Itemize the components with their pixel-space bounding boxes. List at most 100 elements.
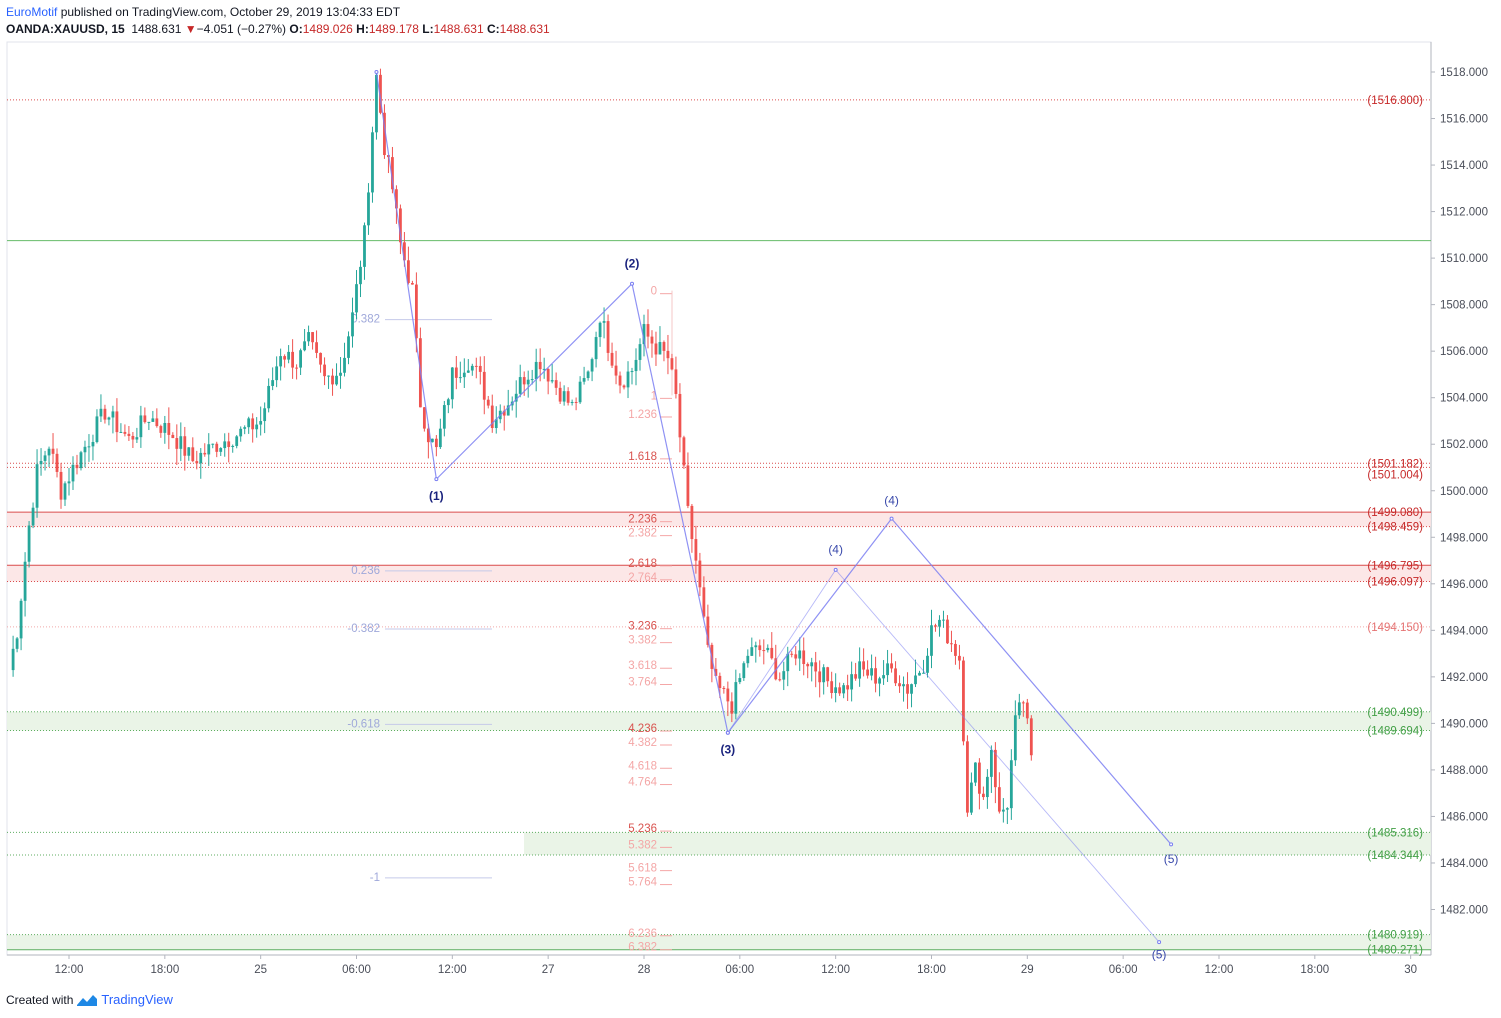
candle-body [291, 351, 295, 368]
candle-body [135, 437, 139, 440]
candle-body [407, 260, 410, 284]
candle-body [259, 421, 263, 425]
candle-body [974, 762, 977, 783]
candle-body [235, 436, 239, 446]
fib-extension-label: 1.618 [628, 451, 657, 463]
level-label: (1480.919) [1367, 930, 1423, 942]
candle-body [1021, 702, 1025, 704]
candle-body [926, 655, 929, 673]
candle-body [606, 321, 610, 353]
candle-body [634, 359, 638, 372]
fib-extension-label: 5.764 [628, 877, 657, 889]
fib-extension-label: 0 [651, 286, 657, 298]
candle-body [842, 685, 846, 694]
wave-label: (1) [429, 489, 444, 503]
fib-extension-label: 4.764 [628, 777, 657, 789]
candle-body [430, 438, 434, 443]
level-label: (1496.097) [1367, 577, 1423, 589]
candle-body [438, 428, 442, 448]
fib-extension-label: 5.236 [628, 823, 657, 835]
candle-body [898, 683, 901, 687]
candle-body [594, 337, 598, 360]
candle-body [371, 132, 374, 193]
candle-body [586, 371, 590, 379]
candle-body [918, 672, 921, 676]
candle-body [806, 664, 810, 667]
candle-body [299, 350, 302, 368]
price-tick-label: 1512.000 [1440, 207, 1488, 219]
candle-body [231, 445, 235, 447]
candle-body [79, 452, 83, 469]
candle-body [554, 380, 558, 388]
candle-body [518, 377, 522, 394]
wave-point [1157, 940, 1162, 945]
candle-body [442, 405, 446, 429]
publisher-link[interactable]: EuroMotif [6, 5, 58, 19]
candle-body [989, 749, 993, 777]
price-axis[interactable]: 1518.000 1516.000 1514.000 1512.000 1510.000… [1431, 67, 1488, 917]
candle-body [602, 321, 606, 323]
time-tick-label: 27 [542, 964, 555, 976]
zone-support [7, 934, 1431, 950]
price-tick-label: 1492.000 [1440, 672, 1488, 684]
candle-body [618, 375, 622, 386]
price-tick-label: 1508.000 [1440, 300, 1488, 312]
candle-body [690, 505, 694, 540]
candle-body [502, 410, 506, 416]
price-tick-label: 1504.000 [1440, 393, 1488, 405]
plot-area [6, 41, 1432, 956]
change-down-icon: ▼ [184, 22, 197, 36]
candle-body [414, 284, 418, 339]
price-tick-label: 1482.000 [1440, 905, 1488, 917]
candle-body [914, 675, 917, 685]
levels-layer: (1516.800)(1501.182)(1501.004)(1499.080)… [7, 95, 1431, 957]
candle-body [410, 283, 414, 285]
tradingview-logo-icon [77, 995, 98, 1006]
candle-body [367, 192, 370, 226]
candle-body [395, 189, 398, 209]
candle-body [774, 658, 778, 680]
time-tick-label: 12:00 [1205, 964, 1234, 976]
candle-body [171, 434, 175, 439]
candle-body [99, 408, 103, 417]
candle-body [335, 375, 338, 385]
fib-extension-label: 2.382 [628, 528, 657, 540]
candle-body [722, 687, 726, 689]
candle-body [75, 464, 79, 469]
candle-body [391, 157, 394, 190]
open-value: 1489.026 [302, 22, 353, 36]
candle-body [950, 643, 953, 645]
wave-label: (5) [1164, 852, 1179, 866]
fib-retracement-label: -0.618 [347, 718, 380, 730]
fib-extension-label: 5.618 [628, 863, 657, 875]
fibonacci-layer: 0 1 1.236 1.618 2.236 2.382 2.618 2.764 3.236 3.3… [347, 286, 673, 954]
price-tick-label: 1506.000 [1440, 346, 1488, 358]
tradingview-brand[interactable]: TradingView [101, 992, 173, 1007]
candle-body [746, 655, 750, 664]
wave-label: (2) [625, 256, 640, 270]
symbol-name[interactable]: OANDA:XAUUSD, 15 [6, 22, 125, 36]
fib-extension-label: 5.382 [628, 839, 657, 851]
candle-body [1001, 809, 1005, 812]
candle-body [359, 266, 362, 285]
time-axis[interactable]: 12:00 18:00 25 06:00 12:00 27 28 06:00 12:00 18:0… [55, 955, 1417, 976]
candle-body [159, 426, 163, 433]
candle-body [267, 385, 271, 409]
candle-body [379, 74, 382, 113]
zone-support [7, 711, 1431, 731]
time-tick-label: 25 [254, 964, 267, 976]
candle-body [830, 681, 834, 693]
candle-body [183, 436, 187, 456]
candle-body [762, 650, 766, 652]
candle-body [187, 447, 191, 456]
price-tick-label: 1496.000 [1440, 579, 1488, 591]
candle-body [522, 377, 526, 385]
fib-extension-label: 2.236 [628, 514, 657, 526]
fib-retracement-label: -0.382 [347, 623, 380, 635]
candle-body [339, 372, 342, 376]
candle-body [311, 332, 314, 343]
candle-body [834, 687, 838, 693]
candle-body [674, 369, 678, 394]
candle-body [698, 560, 702, 588]
